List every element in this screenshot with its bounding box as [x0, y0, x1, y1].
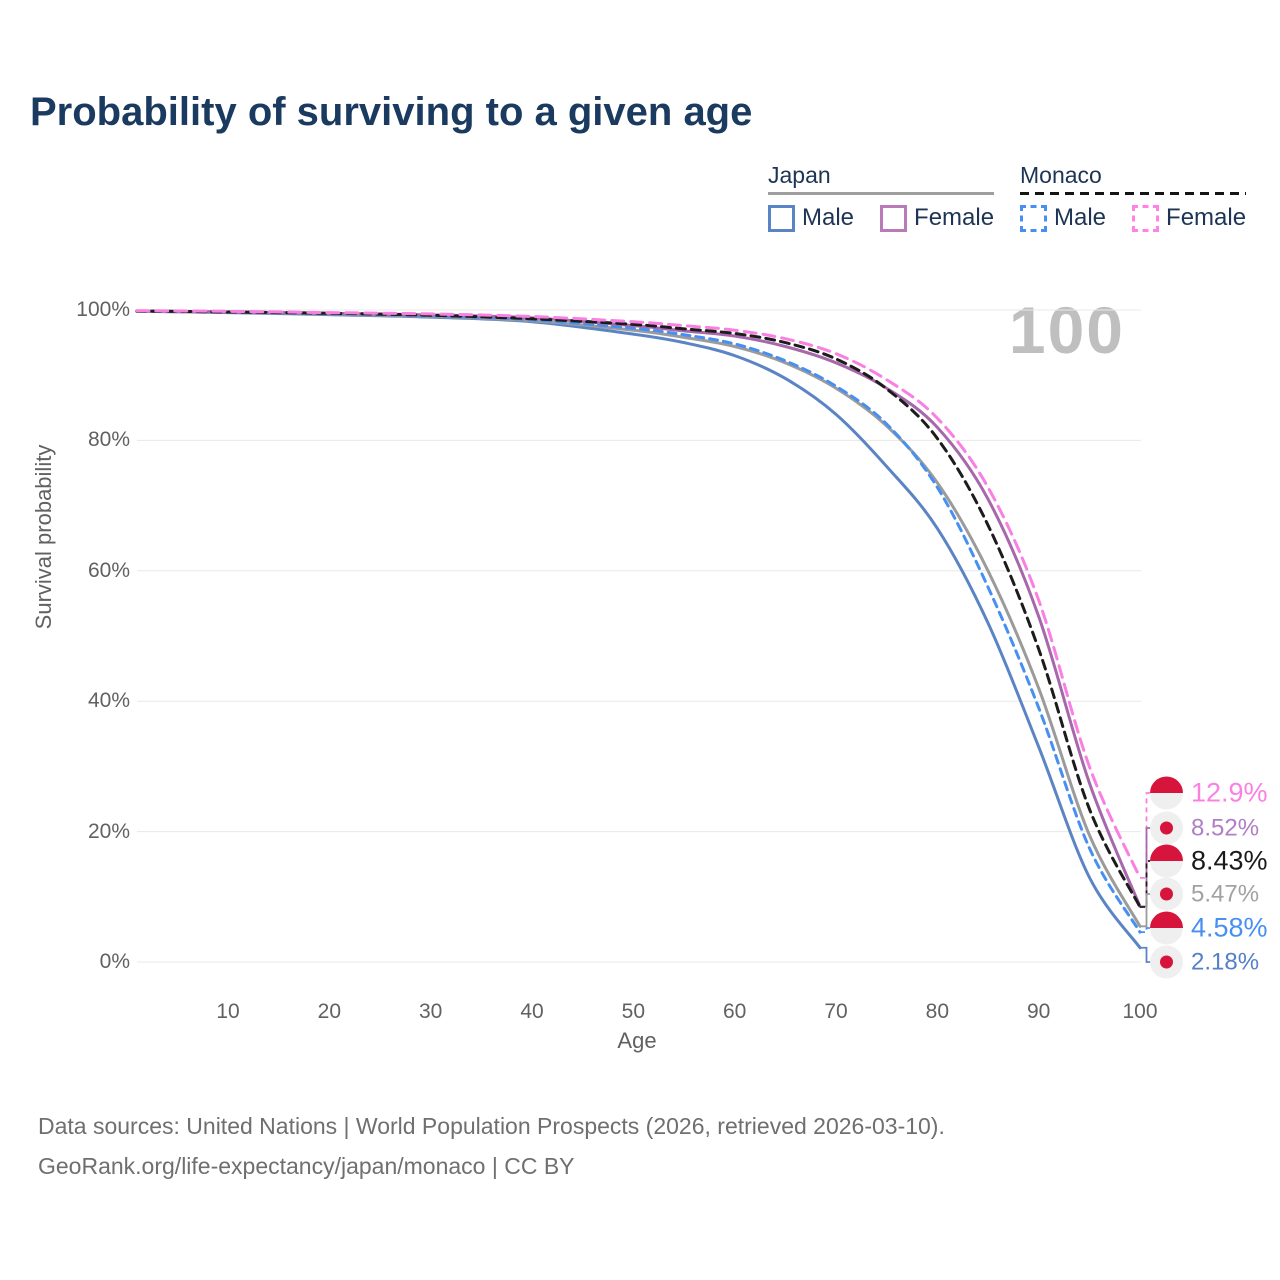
legend-group-monaco: Monaco Male Female	[1020, 162, 1247, 232]
data-source-line: Data sources: United Nations | World Pop…	[38, 1113, 945, 1139]
legend-monaco-items: Male Female	[1020, 204, 1246, 232]
x-tick-label-60: 60	[722, 1000, 747, 1023]
japan-flag-icon	[1150, 877, 1183, 911]
y-tick-label-40%: 40%	[87, 689, 130, 713]
japan-total-line-key	[768, 192, 995, 195]
japan-flag-icon	[1150, 811, 1183, 845]
legend-japan-title[interactable]: Japan	[768, 162, 831, 188]
legend-monaco-title-wrap[interactable]: Monaco	[1020, 162, 1247, 195]
legend-item-monaco-female[interactable]: Female	[1132, 204, 1246, 232]
leader-line-japan-total	[1140, 893, 1151, 928]
callout-monaco-total: 8.43%	[1150, 844, 1268, 878]
leader-line-monaco-male	[1140, 927, 1151, 934]
monaco-female-swatch-icon	[1132, 204, 1160, 232]
attribution-line: GeoRank.org/life-expectancy/japan/monaco…	[38, 1153, 575, 1179]
callout-value: 8.52%	[1191, 814, 1260, 841]
x-tick-label-50: 50	[621, 1000, 646, 1023]
x-tick-label-20: 20	[317, 1000, 342, 1023]
x-axis-title: Age	[617, 1028, 657, 1053]
monaco-total-line-key	[1020, 192, 1247, 195]
y-tick-label-80%: 80%	[87, 428, 130, 452]
leader-line-japan-male	[1140, 946, 1151, 963]
legend-monaco-title[interactable]: Monaco	[1020, 162, 1102, 188]
legend-japan-items: Male Female	[768, 204, 994, 232]
legend-item-japan-female[interactable]: Female	[880, 204, 994, 232]
legend-label: Male	[802, 204, 855, 231]
series-line-monaco-male[interactable]	[135, 309, 1142, 934]
x-tick-label-10: 10	[216, 1000, 240, 1023]
legend-group-japan: Japan Male Female	[768, 162, 995, 232]
callout-value: 8.43%	[1191, 845, 1268, 876]
callout-value: 5.47%	[1191, 880, 1260, 907]
japan-flag-icon	[1150, 945, 1183, 979]
y-tick-label-0%: 0%	[99, 950, 130, 973]
japan-male-swatch-icon	[768, 204, 795, 232]
y-axis-title: Survival probability	[31, 444, 56, 630]
monaco-flag-icon	[1150, 844, 1183, 878]
series-line-japan-male[interactable]	[135, 309, 1142, 950]
legend-item-japan-male[interactable]: Male	[768, 204, 854, 232]
legend-label: Female	[914, 204, 995, 231]
series-line-monaco-total[interactable]	[135, 309, 1142, 909]
callout-monaco-male: 4.58%	[1150, 911, 1268, 945]
legend-label: Female	[1166, 204, 1247, 231]
x-tick-label-40: 40	[520, 1000, 544, 1023]
leader-line-monaco-total	[1140, 860, 1151, 908]
callout-japan-female: 8.52%	[1150, 811, 1260, 845]
callout-value: 12.9%	[1191, 777, 1268, 808]
callout-value: 4.58%	[1191, 912, 1268, 943]
callout-value: 2.18%	[1191, 948, 1260, 975]
callout-japan-male: 2.18%	[1150, 945, 1260, 979]
series-line-monaco-female[interactable]	[135, 309, 1142, 880]
legend-label: Male	[1054, 204, 1107, 231]
y-tick-label-60%: 60%	[87, 558, 130, 582]
series-line-japan-female[interactable]	[135, 309, 1142, 908]
callout-japan-total: 5.47%	[1150, 877, 1260, 911]
hover-age-watermark: 100	[1008, 293, 1125, 367]
y-tick-label-100%: 100%	[76, 298, 130, 321]
x-tick-label-80: 80	[925, 1000, 949, 1023]
japan-female-swatch-icon	[880, 204, 908, 232]
callout-monaco-female: 12.9%	[1150, 776, 1268, 810]
page-title: Probability of surviving to a given age	[30, 90, 753, 134]
monaco-flag-icon	[1150, 776, 1183, 810]
x-tick-label-90: 90	[1026, 1000, 1051, 1023]
x-tick-label-100: 100	[1122, 1000, 1158, 1023]
monaco-flag-icon	[1150, 911, 1183, 945]
monaco-male-swatch-icon	[1020, 204, 1047, 232]
y-tick-label-20%: 20%	[87, 819, 130, 843]
data-source-note: Data sources: United Nations | World Pop…	[38, 1106, 945, 1186]
x-tick-label-30: 30	[419, 1000, 443, 1023]
legend-item-monaco-male[interactable]: Male	[1020, 204, 1106, 232]
series-line-japan-total[interactable]	[135, 309, 1142, 928]
legend-japan-title-wrap[interactable]: Japan	[768, 162, 995, 195]
x-tick-label-70: 70	[824, 1000, 848, 1023]
